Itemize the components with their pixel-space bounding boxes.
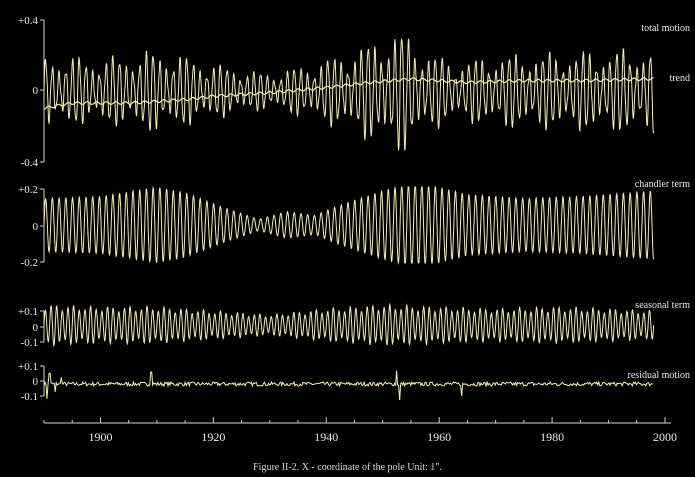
trend-line — [43, 77, 654, 111]
chandler-y-tick-label: -0.2 — [21, 257, 38, 269]
figure-caption: Figure II-2. X - coordinate of the pole … — [253, 462, 442, 473]
x-tick-label: 1900 — [88, 430, 112, 444]
seasonal-series-label: seasonal term — [635, 300, 690, 311]
seasonal-trace — [43, 302, 655, 348]
seasonal-y-tick-label: +0.1 — [18, 306, 38, 318]
x-tick-label: 1940 — [314, 430, 338, 444]
total-series-label: total motion — [641, 23, 690, 34]
total-y-tick-label: +0.4 — [18, 15, 38, 27]
residual-trace — [43, 370, 654, 401]
total-series-label: trend — [669, 73, 690, 84]
x-tick-label: 1960 — [427, 430, 451, 444]
residual-y-tick-label: -0.1 — [21, 391, 38, 403]
residual-y-tick-label: 0 — [33, 376, 39, 388]
seasonal-y-tick-label: -0.1 — [21, 337, 38, 349]
total-y-tick-label: -0.4 — [21, 157, 39, 169]
chandler-y-tick-label: 0 — [33, 221, 39, 233]
total-trace — [43, 37, 655, 151]
total-y-tick-label: 0 — [33, 85, 39, 97]
chandler-y-tick-label: +0.2 — [18, 184, 38, 196]
seasonal-y-tick-label: 0 — [33, 322, 39, 334]
residual-series-label: residual motion — [628, 370, 691, 381]
chandler-trace — [43, 185, 655, 265]
x-tick-label: 1920 — [201, 430, 225, 444]
x-tick-label: 1980 — [540, 430, 564, 444]
x-tick-label: 2000 — [653, 430, 677, 444]
chandler-series-label: chandler term — [635, 179, 690, 190]
residual-y-tick-label: +0.1 — [18, 361, 38, 373]
